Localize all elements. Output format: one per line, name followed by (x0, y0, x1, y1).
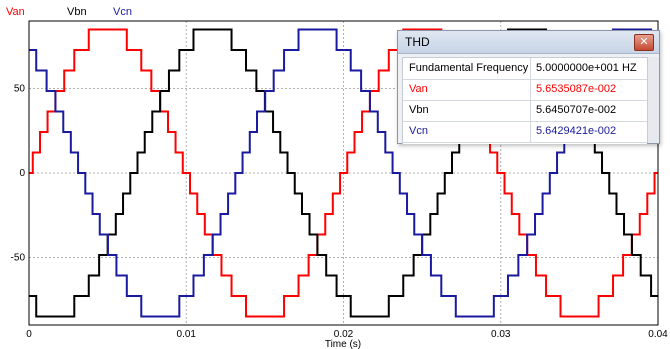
y-tick-label: 50 (14, 84, 26, 95)
thd-row-van: Van 5.6535087e-002 (403, 79, 647, 101)
series-line-van (29, 28, 658, 318)
x-axis-label: Time (s) (325, 339, 361, 349)
thd-window[interactable]: THD ✕ Fundamental Frequency 5.0000000e+0… (397, 30, 660, 144)
thd-row-label: Fundamental Frequency (409, 62, 529, 74)
legend-van: Van (6, 6, 25, 18)
plot-frame (28, 20, 659, 326)
tick-labels: 0 0.01 0.02 0.03 0.04 -50 0 50 (11, 84, 669, 340)
thd-scrollbar[interactable] (647, 57, 659, 143)
thd-row-vcn: Vcn 5.6429421e-002 (403, 121, 647, 143)
thd-row-fundamental: Fundamental Frequency 5.0000000e+001 HZ (403, 58, 647, 80)
x-tick-label: 0 (26, 329, 32, 340)
thd-row-value: 5.6429421e-002 (536, 125, 617, 137)
x-tick-label: 0.01 (177, 329, 197, 340)
thd-row-vbn: Vbn 5.6450707e-002 (403, 100, 647, 122)
thd-row-label: Vcn (409, 125, 428, 137)
y-tick-label: 0 (19, 168, 25, 179)
thd-row-label: Van (409, 83, 428, 95)
thd-title-bar[interactable]: THD ✕ (398, 31, 659, 54)
thd-row-label: Vbn (409, 104, 429, 116)
series-line-vcn (29, 28, 658, 318)
x-tick-label: 0.02 (334, 329, 354, 340)
legend-label-van: Van (6, 6, 25, 18)
x-tick-label: 0.03 (491, 329, 511, 340)
legend-label-vbn: Vbn (67, 6, 87, 18)
thd-row-value: 5.6535087e-002 (536, 83, 617, 95)
thd-row-value: 5.6450707e-002 (536, 104, 617, 116)
x-tick-label: 0.04 (648, 329, 668, 340)
legend-vbn: Vbn (67, 6, 87, 18)
thd-row-value: 5.0000000e+001 HZ (536, 62, 637, 74)
thd-table: Fundamental Frequency 5.0000000e+001 HZ … (402, 57, 647, 144)
legend-vcn: Vcn (113, 6, 132, 18)
legend-label-vcn: Vcn (113, 6, 132, 18)
y-tick-label: -50 (11, 252, 26, 263)
close-button[interactable]: ✕ (634, 34, 654, 51)
close-icon: ✕ (639, 35, 649, 48)
thd-window-title: THD (405, 35, 430, 49)
